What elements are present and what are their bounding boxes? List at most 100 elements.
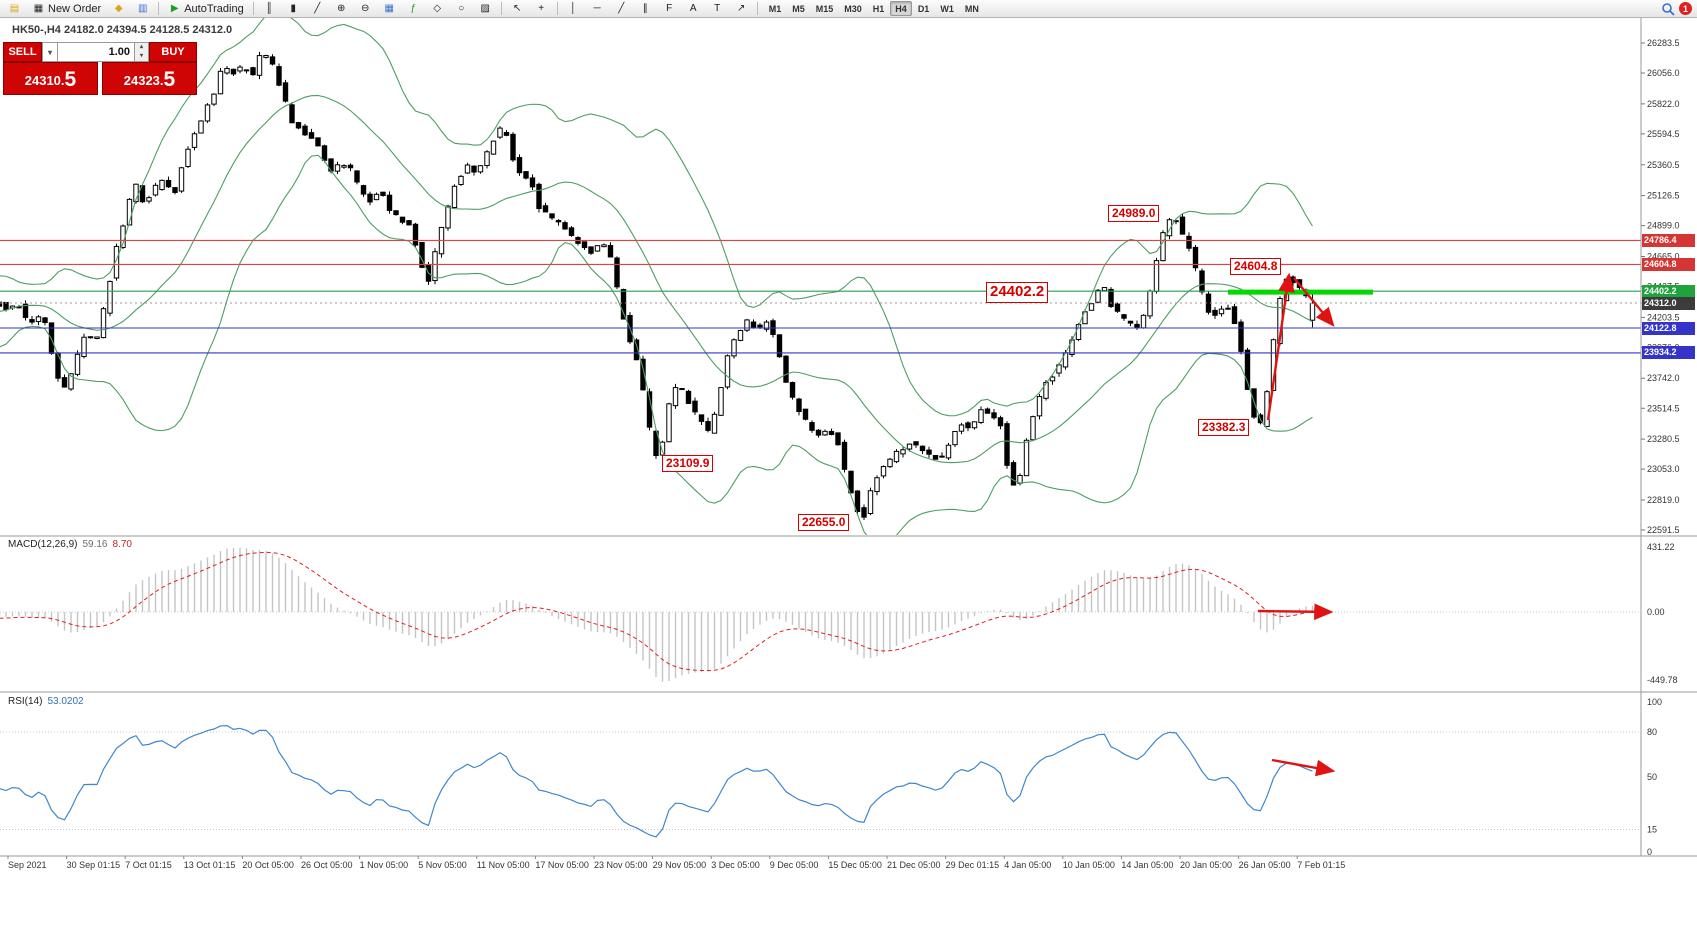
channel-icon: ∥ [642, 2, 648, 14]
macd-signal-line [0, 551, 1313, 672]
arrows-icon: ↗ [737, 2, 746, 14]
svg-text:21 Dec 05:00: 21 Dec 05:00 [887, 860, 941, 870]
rsi-line [0, 724, 1313, 838]
svg-text:23742.0: 23742.0 [1647, 373, 1680, 383]
new-order-button[interactable]: ▦ New Order [27, 1, 106, 17]
timeframe-button-mn[interactable]: MN [964, 4, 979, 14]
one-click-trading-panel: SELL ▾ 1.00 ▴ ▾ BUY 24310. 5 24323. 5 [3, 42, 197, 95]
svg-text:80: 80 [1647, 727, 1657, 737]
sell-button[interactable]: SELL [3, 42, 42, 62]
trend-arrow[interactable] [1266, 272, 1295, 421]
price-axis-marker: 23934.2 [1642, 346, 1695, 360]
timeframe-button-m15[interactable]: M15 [815, 4, 834, 14]
text-label-button[interactable]: T [706, 1, 729, 17]
buy-button[interactable]: BUY [149, 42, 197, 62]
zoom-out-button[interactable]: ⊖ [354, 1, 377, 17]
price-callout[interactable]: 23382.3 [1198, 419, 1250, 436]
timeframe-button-m5[interactable]: M5 [792, 4, 805, 14]
volume-dropdown[interactable]: ▾ [42, 42, 58, 62]
toolbar-separator [556, 2, 558, 15]
chart-window-button[interactable]: ▥ [131, 1, 154, 17]
zoom-in-button[interactable]: ⊕ [330, 1, 353, 17]
text-icon: A [689, 2, 697, 14]
sell-price-big: 5 [64, 68, 77, 91]
timeframe-button-w1[interactable]: W1 [940, 4, 954, 14]
svg-text:22591.5: 22591.5 [1647, 525, 1680, 535]
price-callout[interactable]: 23109.9 [662, 455, 714, 472]
search-icon[interactable] [1661, 2, 1675, 16]
price-callout[interactable]: 24604.8 [1230, 258, 1282, 275]
cursor-button[interactable]: ↖ [506, 1, 529, 17]
rsi-value: 53.0202 [47, 696, 84, 707]
horizontal-line-button[interactable]: ─ [586, 1, 609, 17]
svg-text:431.22: 431.22 [1647, 542, 1675, 552]
profiles-icon: ◆ [114, 2, 123, 14]
line-chart-button[interactable]: ╱ [306, 1, 329, 17]
volume-stepper[interactable]: ▴ ▾ [135, 42, 149, 62]
zoom-in-icon: ⊕ [337, 2, 346, 14]
svg-text:29 Nov 05:00: 29 Nov 05:00 [653, 860, 707, 870]
period-button[interactable]: ○ [450, 1, 473, 17]
price-callout[interactable]: 24402.2 [986, 282, 1049, 303]
sell-price-button[interactable]: 24310. 5 [3, 62, 98, 95]
volume-down-icon[interactable]: ▾ [139, 53, 143, 59]
bar-chart-icon: ║ [265, 2, 273, 14]
trend-arrow[interactable] [1293, 277, 1335, 327]
fibonacci-button[interactable]: F [658, 1, 681, 17]
objects-button[interactable]: ◇ [426, 1, 449, 17]
notification-badge[interactable]: 1 [1679, 2, 1692, 15]
tile-windows-button[interactable]: ▦ [378, 1, 401, 17]
line-chart-icon: ╱ [314, 2, 321, 14]
price-callout[interactable]: 24989.0 [1108, 205, 1160, 222]
crosshair-button[interactable]: + [530, 1, 553, 17]
svg-text:20 Oct 05:00: 20 Oct 05:00 [242, 860, 294, 870]
channel-button[interactable]: ∥ [634, 1, 657, 17]
timeframe-button-m30[interactable]: M30 [844, 4, 862, 14]
svg-text:10 Jan 05:00: 10 Jan 05:00 [1063, 860, 1115, 870]
trendline-button[interactable]: ╱ [610, 1, 633, 17]
volume-input[interactable]: 1.00 [58, 42, 135, 62]
toolbar-right-group: 1 [1661, 2, 1694, 16]
objects-icon: ◇ [433, 2, 442, 14]
timeframe-bar: M1 M5 M15 M30 H1 H4 D1 W1 MN [764, 1, 984, 16]
fibonacci-icon: F [666, 2, 673, 14]
svg-text:9 Dec 05:00: 9 Dec 05:00 [770, 860, 819, 870]
bar-chart-button[interactable]: ║ [258, 1, 281, 17]
trend-arrow[interactable] [1257, 603, 1334, 621]
autotrading-button[interactable]: ▶ AutoTrading [163, 1, 249, 17]
price-callout[interactable]: 22655.0 [798, 514, 850, 531]
timeframe-button-d1[interactable]: D1 [917, 4, 930, 14]
price-axis-marker: 24122.8 [1642, 321, 1695, 335]
svg-text:26283.5: 26283.5 [1647, 38, 1680, 48]
profiles-button[interactable]: ◆ [107, 1, 130, 17]
indicators-button[interactable]: ƒ [402, 1, 425, 17]
timeframe-button-h1[interactable]: H1 [872, 4, 885, 14]
svg-text:26 Oct 05:00: 26 Oct 05:00 [301, 860, 353, 870]
svg-text:11 Nov 05:00: 11 Nov 05:00 [477, 860, 530, 870]
vertical-line-button[interactable]: │ [562, 1, 585, 17]
trend-arrow[interactable] [1271, 758, 1336, 777]
bollinger-band-line [0, 18, 1313, 417]
timeframe-button-m1[interactable]: M1 [768, 4, 782, 14]
timeframe-button-h4[interactable]: H4 [890, 1, 912, 16]
new-chart-button[interactable]: ▤ [3, 1, 26, 17]
svg-text:25360.5: 25360.5 [1647, 160, 1680, 170]
svg-text:50: 50 [1647, 772, 1657, 782]
arrows-button[interactable]: ↗ [730, 1, 753, 17]
text-button[interactable]: A [682, 1, 705, 17]
svg-text:23514.5: 23514.5 [1647, 403, 1680, 413]
templates-button[interactable]: ▨ [474, 1, 497, 17]
svg-text:25594.5: 25594.5 [1647, 129, 1680, 139]
candle-chart-button[interactable]: ▮ [282, 1, 305, 17]
svg-text:3 Dec 05:00: 3 Dec 05:00 [711, 860, 760, 870]
buy-price-button[interactable]: 24323. 5 [102, 62, 197, 95]
volume-up-icon[interactable]: ▴ [139, 44, 143, 50]
svg-text:24665.0: 24665.0 [1647, 251, 1680, 261]
new-order-label: New Order [48, 2, 102, 15]
trendline-icon: ╱ [618, 2, 625, 14]
macd-panel [0, 547, 1641, 682]
drawing-objects [1228, 272, 1373, 777]
vertical-line-icon: │ [570, 2, 577, 14]
svg-text:20 Jan 05:00: 20 Jan 05:00 [1180, 860, 1232, 870]
